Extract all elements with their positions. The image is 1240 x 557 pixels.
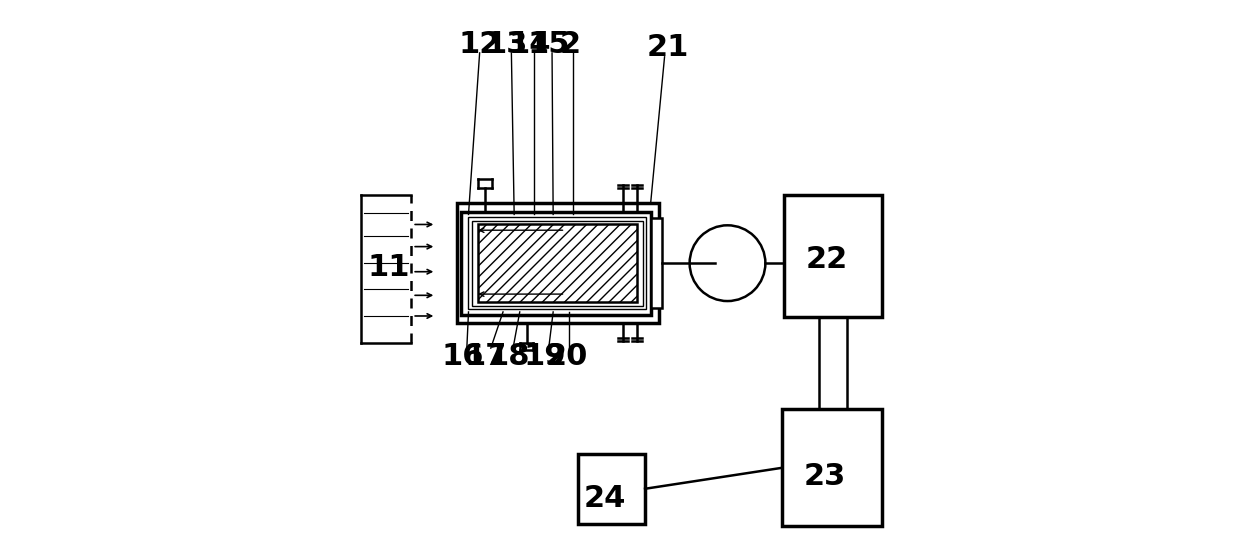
Text: 24: 24 <box>584 484 626 513</box>
Text: 11: 11 <box>367 253 410 282</box>
Text: 17: 17 <box>464 342 506 371</box>
Bar <box>472 221 642 306</box>
Text: 21: 21 <box>646 33 688 62</box>
Bar <box>785 195 882 317</box>
Bar <box>477 224 636 302</box>
Text: 13: 13 <box>485 30 527 59</box>
Text: 20: 20 <box>546 342 588 371</box>
Bar <box>461 212 651 315</box>
Text: 18: 18 <box>487 342 529 371</box>
Bar <box>651 218 662 308</box>
Text: 2: 2 <box>559 30 580 59</box>
Text: 19: 19 <box>523 342 567 371</box>
Text: 12: 12 <box>459 30 501 59</box>
Bar <box>578 454 645 524</box>
Text: 14: 14 <box>508 30 551 59</box>
Bar <box>467 217 646 309</box>
Text: 16: 16 <box>441 342 484 371</box>
Text: 22: 22 <box>806 245 848 273</box>
Bar <box>458 203 658 323</box>
Text: 23: 23 <box>804 462 846 491</box>
Text: 15: 15 <box>527 30 570 59</box>
Bar <box>781 409 882 526</box>
